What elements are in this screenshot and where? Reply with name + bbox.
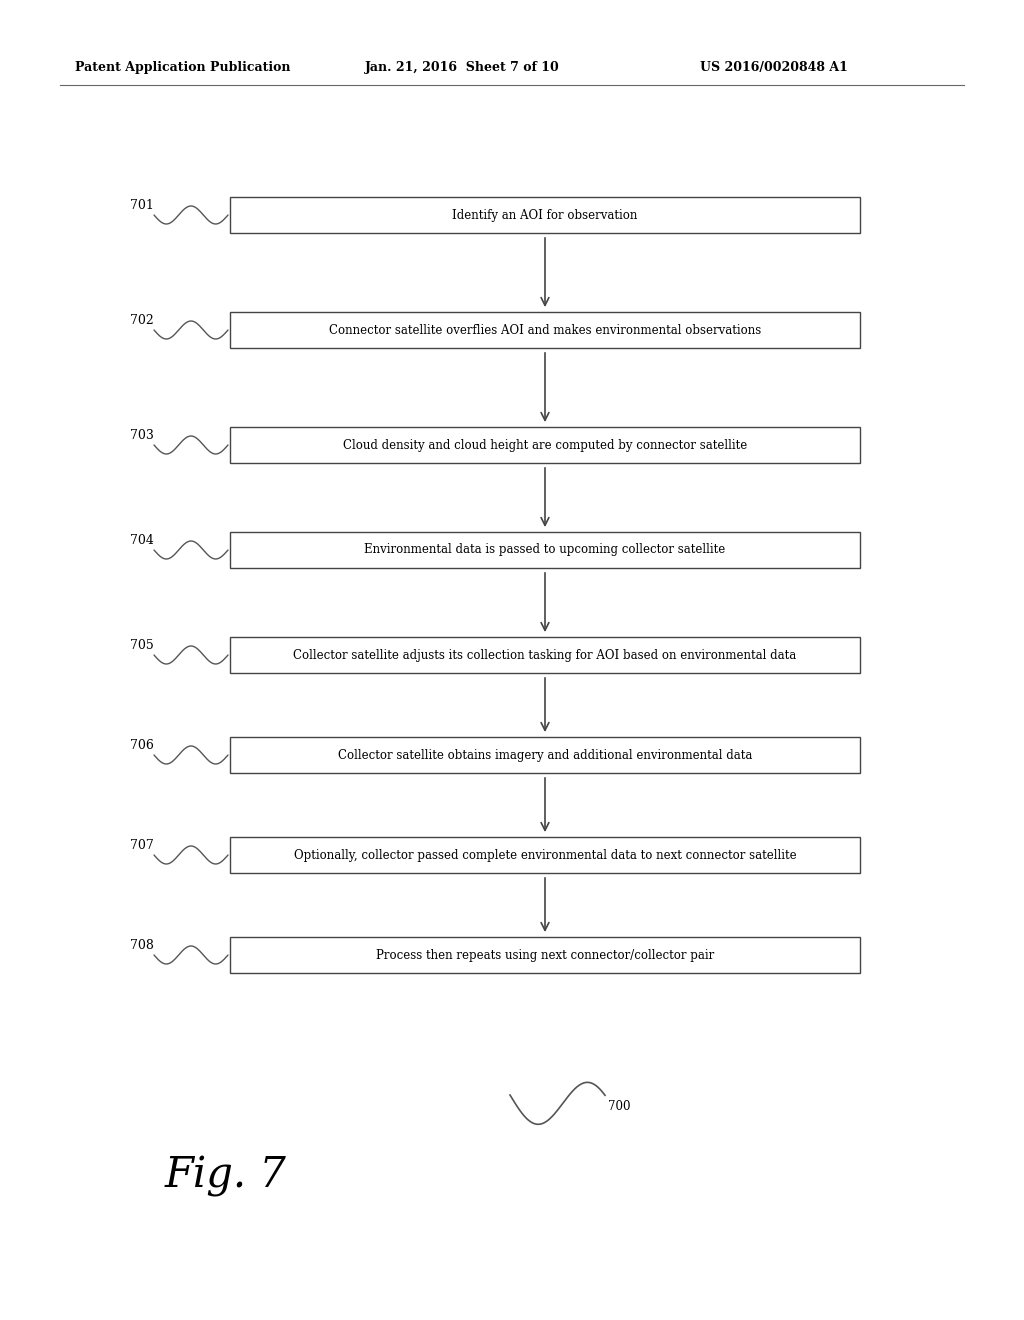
- Text: 708: 708: [130, 939, 154, 952]
- Text: 705: 705: [130, 639, 154, 652]
- Text: Collector satellite adjusts its collection tasking for AOI based on environmenta: Collector satellite adjusts its collecti…: [293, 648, 797, 661]
- FancyBboxPatch shape: [230, 197, 860, 234]
- Text: Fig. 7: Fig. 7: [165, 1155, 287, 1197]
- FancyBboxPatch shape: [230, 638, 860, 673]
- Text: Connector satellite overflies AOI and makes environmental observations: Connector satellite overflies AOI and ma…: [329, 323, 761, 337]
- FancyBboxPatch shape: [230, 312, 860, 348]
- FancyBboxPatch shape: [230, 426, 860, 463]
- Text: 702: 702: [130, 314, 154, 327]
- Text: 701: 701: [130, 199, 154, 213]
- Text: 707: 707: [130, 840, 154, 851]
- Text: Cloud density and cloud height are computed by connector satellite: Cloud density and cloud height are compu…: [343, 438, 748, 451]
- Text: Collector satellite obtains imagery and additional environmental data: Collector satellite obtains imagery and …: [338, 748, 753, 762]
- Text: Process then repeats using next connector/collector pair: Process then repeats using next connecto…: [376, 949, 714, 961]
- Text: Jan. 21, 2016  Sheet 7 of 10: Jan. 21, 2016 Sheet 7 of 10: [365, 62, 560, 74]
- Text: US 2016/0020848 A1: US 2016/0020848 A1: [700, 62, 848, 74]
- FancyBboxPatch shape: [230, 532, 860, 568]
- Text: Patent Application Publication: Patent Application Publication: [75, 62, 291, 74]
- Text: Optionally, collector passed complete environmental data to next connector satel: Optionally, collector passed complete en…: [294, 849, 797, 862]
- FancyBboxPatch shape: [230, 937, 860, 973]
- Text: 700: 700: [608, 1101, 631, 1113]
- FancyBboxPatch shape: [230, 837, 860, 873]
- Text: 704: 704: [130, 535, 154, 546]
- FancyBboxPatch shape: [230, 737, 860, 774]
- Text: Identify an AOI for observation: Identify an AOI for observation: [453, 209, 638, 222]
- Text: Environmental data is passed to upcoming collector satellite: Environmental data is passed to upcoming…: [365, 544, 726, 557]
- Text: 703: 703: [130, 429, 154, 442]
- Text: 706: 706: [130, 739, 154, 752]
